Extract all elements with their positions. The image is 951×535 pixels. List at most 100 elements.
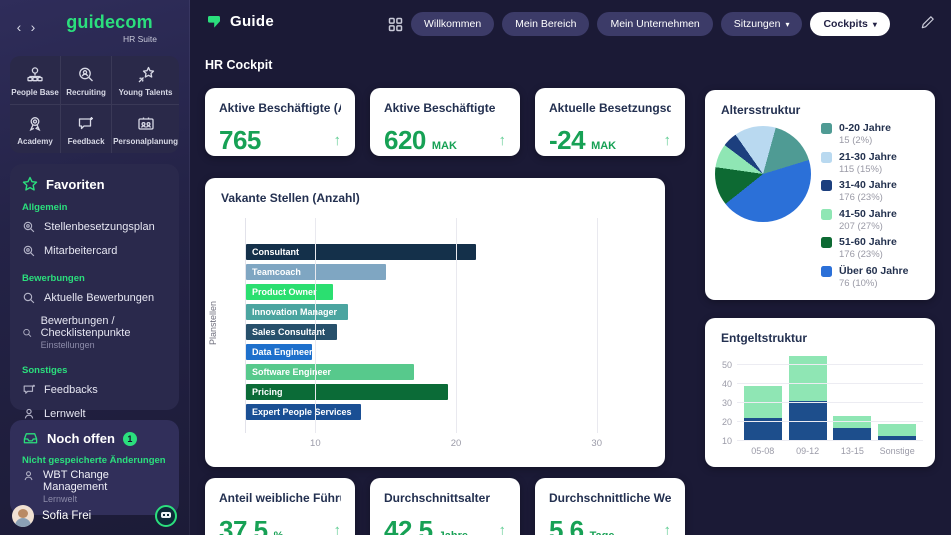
module-tile-people-base[interactable]: People Base (10, 56, 62, 105)
favorite-item-lernwelt[interactable]: Lernwelt (22, 402, 167, 426)
nav-pill-cockpits[interactable]: Cockpits ▾ (810, 12, 890, 36)
kpi-title: Aktive Beschäftigte (Anz... (219, 101, 341, 115)
nav-pill-label: Mein Bereich (515, 18, 577, 30)
kpi-title: Durchschnittsalter (384, 491, 491, 505)
brand-logo[interactable]: guidecom HR Suite (40, 12, 179, 44)
age-pie-chart[interactable] (715, 126, 811, 222)
favorite-item-feedbacks[interactable]: Feedbacks (22, 378, 167, 402)
stacked-bar-09-12[interactable]: 09-12 (788, 352, 827, 456)
bar-pricing[interactable]: Pricing (246, 384, 449, 400)
stacked-bar-13-15[interactable]: 13-15 (833, 352, 872, 456)
module-tile-feedback[interactable]: Feedback (61, 105, 113, 153)
gridline (315, 218, 317, 433)
kpi-value: -24 (549, 125, 586, 155)
favorite-item-label: Aktuelle Bewerbungen (44, 292, 155, 304)
app-title-block: Guide (206, 13, 274, 30)
person-icon (24, 408, 34, 419)
header-bar: Guide Willkommen Mein Bereich Mein Unterne… (190, 0, 951, 48)
vacancy-chart-title: Vakante Stellen (Anzahl) (221, 191, 360, 205)
bar-product-owner[interactable]: Product Owner (246, 284, 333, 300)
legend-value: 176 (23%) (839, 192, 883, 204)
favorite-item-bewerbungen-checklistenpunkte[interactable]: Bewerbungen / Checklistenpunkte Einstellu… (22, 310, 167, 355)
vacancy-chart-ylabel: Planstellen (208, 300, 218, 345)
guide-logo-icon (208, 15, 220, 28)
gridline (596, 218, 598, 433)
bar-row: Sales Consultant (246, 324, 653, 344)
favorite-item-mitarbeitercard[interactable]: Mitarbeitercard (22, 239, 167, 263)
nav-pill-mein-unternehmen[interactable]: Mein Unternehmen (597, 12, 713, 36)
age-structure-card: Altersstruktur 0-20 Jahre 15 (2%) 21-30 Ja… (705, 90, 935, 300)
favorites-group-label-allgemein: Allgemein (22, 202, 68, 213)
bar-expert-people-services[interactable]: Expert People Services (246, 404, 362, 420)
x-axis-category: 05-08 (751, 446, 775, 456)
brand-logo-text: guidecom (66, 12, 153, 32)
stacked-bar-05-08[interactable]: 05-08 (743, 352, 782, 456)
pencil-icon[interactable] (920, 15, 935, 30)
kpi-card-weiterbildung[interactable]: Durchschnittliche Weiter... 5.6 Tage ↑ (535, 478, 685, 535)
pay-structure-card: Entgeltstruktur 05-08 09-12 13-15 Sonstige … (705, 318, 935, 467)
legend-item-41-50-jahre: 41-50 Jahre 207 (27%) (821, 208, 927, 232)
bar-consultant[interactable]: Consultant (246, 244, 477, 260)
module-label: Recruiting (66, 88, 106, 97)
bar-segment-lower (878, 436, 917, 441)
kpi-unit: Jahre (439, 530, 468, 535)
pending-count-badge: 1 (122, 431, 137, 446)
legend-swatch (821, 237, 832, 249)
history-back-button[interactable]: ‹ (12, 18, 26, 36)
favorite-item-stellenbesetzungsplan[interactable]: Stellenbesetzungsplan (22, 215, 167, 239)
sidebar: ‹ › guidecom HR Suite People Base Recruit… (0, 0, 190, 535)
user-avatar[interactable] (12, 505, 34, 527)
app-name: Guide (230, 13, 275, 30)
module-label: Feedback (67, 137, 105, 146)
assistant-bot-icon[interactable] (155, 505, 177, 527)
vacancy-chart-card: Vakante Stellen (Anzahl) Planstellen Con… (205, 178, 665, 467)
grid-icon[interactable] (388, 17, 403, 32)
history-forward-button[interactable]: › (26, 18, 40, 36)
trend-up-icon: ↑ (498, 132, 507, 149)
bar-row: Product Owner (246, 284, 653, 304)
kpi-card-aktive-beschaeftigte-mak[interactable]: Aktive Beschäftigte 620 MAK ↑ (370, 88, 520, 156)
kpi-value: 5.6 (549, 515, 584, 535)
favorites-group-label-sonstiges: Sonstiges (22, 365, 68, 376)
kpi-card-durchschnittsalter[interactable]: Durchschnittsalter 42.5 Jahre ↑ (370, 478, 520, 535)
nav-pill-willkommen[interactable]: Willkommen (411, 12, 495, 36)
legend-label: 21-30 Jahre (839, 150, 897, 163)
stacked-bar-sonstige[interactable]: Sonstige (878, 352, 917, 456)
bar-software-engineer[interactable]: Software Engineer (246, 364, 415, 380)
module-tile-personalplanung[interactable]: Personalplanung (112, 105, 179, 153)
bar-row: Consultant (246, 244, 653, 264)
legend-item-ber-60-jahre: Über 60 Jahre 76 (10%) (821, 265, 927, 289)
age-chart-title: Altersstruktur (721, 103, 801, 117)
nav-pill-mein-bereich[interactable]: Mein Bereich (502, 12, 590, 36)
bar-label: Product Owner (252, 287, 317, 297)
personalplanung-icon (137, 117, 154, 130)
bar-label: Pricing (252, 387, 283, 397)
bar-label: Sales Consultant (252, 327, 326, 337)
y-axis-tick: 30 (721, 398, 732, 409)
nav-pill-label: Mein Unternehmen (610, 18, 700, 30)
bar-sales-consultant[interactable]: Sales Consultant (246, 324, 338, 340)
nav-pill-sitzungen[interactable]: Sitzungen ▾ (720, 12, 803, 36)
pay-chart-title: Entgeltstruktur (721, 331, 808, 345)
pending-item-wbt-change-management[interactable]: WBT Change Management Lernwelt (22, 469, 167, 504)
inbox-icon (23, 433, 38, 444)
bar-data-engineer[interactable]: Data Engineer (246, 344, 313, 360)
kpi-card-aktive-beschaeftigte-anzahl[interactable]: Aktive Beschäftigte (Anz... 765 ↑ (205, 88, 355, 156)
module-tile-young-talents[interactable]: Young Talents (112, 56, 179, 105)
y-axis-tick: 10 (721, 436, 732, 446)
main-area: Guide Willkommen Mein Bereich Mein Unterne… (190, 0, 951, 535)
module-tile-recruiting[interactable]: Recruiting (61, 56, 113, 105)
kpi-card-besetzungsdifferenz[interactable]: Aktuelle Besetzungsdiffe... -24 MAK ↑ (535, 88, 685, 156)
bar-innovation-manager[interactable]: Innovation Manager (246, 304, 349, 320)
legend-value: 176 (23%) (839, 249, 883, 261)
favorite-item-aktuelle-bewerbungen[interactable]: Aktuelle Bewerbungen (22, 286, 167, 310)
kpi-value: 42.5 (384, 515, 433, 535)
gridline (737, 440, 923, 441)
bar-label: Consultant (252, 247, 299, 257)
bar-row: Expert People Services (246, 404, 653, 424)
legend-label: 0-20 Jahre (839, 122, 891, 134)
module-tile-academy[interactable]: Academy (10, 105, 62, 153)
nav-pill-label: Cockpits (823, 18, 868, 30)
kpi-card-weibliche-fuehrung[interactable]: Anteil weibliche Führung... 37.5% ↑ (205, 478, 355, 535)
pending-title: Noch offen (47, 431, 115, 446)
